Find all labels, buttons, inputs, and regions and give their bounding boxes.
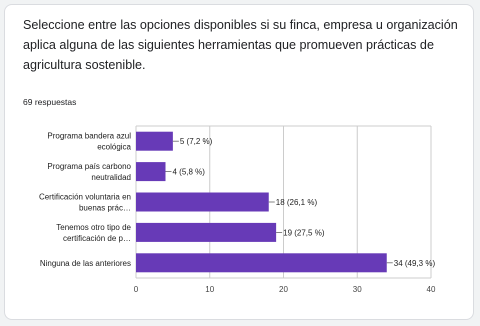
x-tick-label: 20 [279, 285, 288, 294]
category-label-line: ecológica [97, 143, 131, 152]
category-label-line: neutralidad [91, 173, 131, 182]
category-label: Tenemos otro tipo de certificación de p… [56, 223, 131, 243]
data-label: 34 (49,3 %) [394, 259, 436, 268]
category-label: Certificación voluntaria en buenas prác… [39, 193, 131, 213]
data-label: 19 (27,5 %) [283, 228, 325, 237]
data-label: 18 (26,1 %) [276, 198, 318, 207]
category-labels: Programa bandera azul ecológica Programa p… [39, 132, 132, 268]
bar [136, 222, 277, 242]
category-label-line: certificación de p… [63, 234, 131, 243]
x-tick-label: 40 [427, 285, 436, 294]
data-labels: 5 (7,2 %) 4 (5,8 %) 18 (26,1 %) 19 (27,5 %)… [165, 137, 436, 268]
x-tick-labels: 0 10 20 30 40 [134, 285, 436, 294]
data-label: 5 (7,2 %) [180, 137, 213, 146]
category-label-line: Programa país carbono [47, 162, 131, 171]
question-title: Seleccione entre las opciones disponible… [23, 18, 458, 72]
x-tick-label: 10 [205, 285, 214, 294]
bar [136, 253, 387, 273]
data-label: 4 (5,8 %) [173, 168, 206, 177]
category-label-line: buenas prác… [79, 204, 131, 213]
category-label: Programa bandera azul ecológica [47, 132, 131, 152]
response-count: 69 respuestas [23, 97, 77, 107]
bar [136, 162, 166, 182]
x-tick-label: 0 [134, 285, 139, 294]
bar [136, 131, 173, 151]
category-label-line: Ninguna de las anteriores [40, 259, 131, 268]
category-label: Ninguna de las anteriores [40, 259, 131, 268]
bars [136, 131, 387, 273]
category-label-line: Programa bandera azul [47, 132, 131, 141]
category-label-line: Certificación voluntaria en [39, 193, 131, 202]
bar [136, 192, 269, 212]
category-label: Programa país carbono neutralidad [47, 162, 131, 182]
x-tick-label: 30 [353, 285, 362, 294]
category-label-line: Tenemos otro tipo de [56, 223, 131, 232]
